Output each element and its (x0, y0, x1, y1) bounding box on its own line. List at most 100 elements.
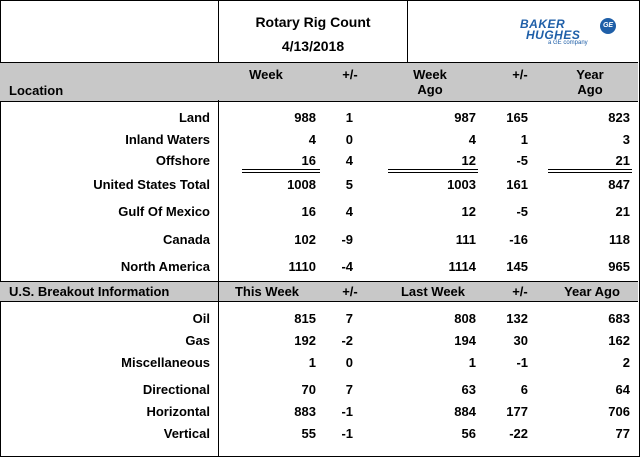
row-value: 162 (608, 333, 630, 348)
row-value: 965 (608, 259, 630, 274)
row-value: -2 (341, 333, 353, 348)
row-value: 683 (608, 311, 630, 326)
row-value: 1114 (448, 259, 477, 274)
row-value: 63 (461, 382, 476, 397)
underline-yearago-2 (548, 172, 632, 173)
row-value: 165 (506, 110, 528, 125)
row-label: United States Total (93, 177, 210, 192)
row-value: 815 (294, 311, 316, 326)
col-change2-header: +/- (512, 67, 528, 82)
row-value: 1 (520, 132, 528, 147)
col-lastweek-header: Last Week (400, 284, 466, 299)
ge-monogram-icon: GE (600, 18, 616, 34)
report-title: Rotary Rig Count (255, 14, 371, 30)
row-value: 0 (345, 132, 353, 147)
section2-header-band (0, 281, 638, 302)
row-value: 1110 (288, 259, 317, 274)
section1-header-band (0, 62, 638, 102)
underline-weekago (388, 169, 478, 170)
row-label: Miscellaneous (121, 355, 210, 370)
row-label: North America (120, 259, 210, 274)
row-value: 6 (520, 382, 528, 397)
row-value: 4 (468, 132, 476, 147)
row-value: 16 (301, 153, 316, 168)
row-value: 1 (308, 355, 316, 370)
row-value: 30 (513, 333, 528, 348)
underline-week-2 (242, 172, 320, 173)
col-week-header: Week (249, 67, 283, 82)
row-value: 77 (615, 426, 630, 441)
row-value: -1 (341, 404, 353, 419)
row-value: 5 (345, 177, 353, 192)
row-value: 145 (506, 259, 528, 274)
row-value: 177 (506, 404, 528, 419)
col-weekago-header: Week Ago (413, 67, 447, 97)
row-value: 70 (301, 382, 316, 397)
row-value: 808 (454, 311, 476, 326)
row-value: 884 (454, 404, 476, 419)
row-value: 2 (622, 355, 630, 370)
col-yearago2-header: Year Ago (564, 284, 620, 299)
row-label: Land (178, 110, 210, 125)
row-value: -4 (341, 259, 353, 274)
row-value: 4 (308, 132, 316, 147)
row-value: 161 (506, 177, 528, 192)
col-change3-header: +/- (342, 284, 358, 299)
logo-line1: BAKER (520, 17, 566, 31)
row-value: 102 (294, 232, 316, 247)
row-value: -16 (509, 232, 528, 247)
row-value: 55 (301, 426, 316, 441)
row-value: 12 (461, 204, 476, 219)
row-value: 21 (615, 204, 630, 219)
col-thisweek-header: This Week (234, 284, 300, 299)
report-date: 4/13/2018 (281, 38, 345, 54)
row-value: 3 (622, 132, 630, 147)
divider-label-col (218, 100, 219, 457)
row-value: -1 (516, 355, 528, 370)
row-value: 4 (345, 204, 353, 219)
row-value: 1 (345, 110, 353, 125)
row-value: -1 (341, 426, 353, 441)
row-label: Inland Waters (125, 132, 210, 147)
row-value: 4 (345, 153, 353, 168)
row-value: 194 (454, 333, 476, 348)
col-yearago-header: Year Ago (576, 67, 604, 97)
row-label: Horizontal (146, 404, 210, 419)
underline-yearago (548, 169, 632, 170)
row-label: Gulf Of Mexico (118, 204, 210, 219)
row-value: 64 (615, 382, 630, 397)
row-value: 823 (608, 110, 630, 125)
col-change4-header: +/- (512, 284, 528, 299)
row-value: 21 (615, 153, 630, 168)
row-value: 118 (609, 232, 630, 247)
underline-weekago-2 (388, 172, 478, 173)
row-value: 0 (345, 355, 353, 370)
row-value: -5 (516, 204, 528, 219)
logo-line2: HUGHES (526, 28, 581, 42)
row-label: Offshore (155, 153, 210, 168)
row-label: Gas (185, 333, 210, 348)
row-value: 1003 (447, 177, 476, 192)
underline-week (242, 169, 320, 170)
row-label: Directional (142, 382, 210, 397)
baker-hughes-logo: BAKER HUGHES a GE company GE (520, 18, 620, 48)
divider-left (218, 0, 219, 62)
location-header: Location (9, 83, 64, 98)
row-value: 1 (468, 355, 476, 370)
divider-title-right (407, 0, 408, 62)
row-value: 12 (461, 153, 476, 168)
breakout-header: U.S. Breakout Information (9, 284, 170, 299)
row-value: 7 (345, 311, 353, 326)
row-value: 111 (455, 232, 476, 247)
row-label: Oil (192, 311, 210, 326)
row-value: 988 (294, 110, 316, 125)
row-value: 56 (461, 426, 476, 441)
row-value: 192 (294, 333, 316, 348)
row-value: 847 (608, 177, 630, 192)
row-value: 16 (301, 204, 316, 219)
row-value: 1008 (287, 177, 316, 192)
row-label: Canada (163, 232, 210, 247)
col-change1-header: +/- (342, 67, 358, 82)
row-value: -22 (509, 426, 528, 441)
row-label: Vertical (163, 426, 210, 441)
